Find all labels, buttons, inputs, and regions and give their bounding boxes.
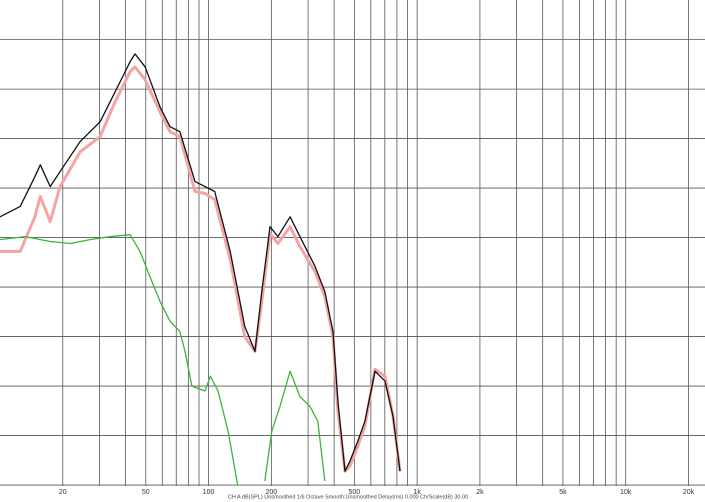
x-tick-label: 20k	[683, 489, 695, 496]
footer: CH A dB(SPL) Unsmoothed 1/6 Octave Smoot…	[228, 494, 468, 500]
x-tick-label: 20	[59, 489, 67, 496]
x-tick-label: 1k	[413, 489, 421, 496]
x-tick-label: 5k	[559, 489, 567, 496]
x-tick-label: 10k	[620, 489, 632, 496]
x-tick-label: 100	[203, 489, 215, 496]
x-tick-label: 50	[142, 489, 150, 496]
line-series	[0, 233, 326, 486]
x-tick-label: 200	[266, 489, 278, 496]
line-series	[0, 53, 401, 472]
x-tick-label: 2k	[476, 489, 484, 496]
x-tick-label: 500	[349, 489, 361, 496]
line-series	[0, 65, 402, 473]
